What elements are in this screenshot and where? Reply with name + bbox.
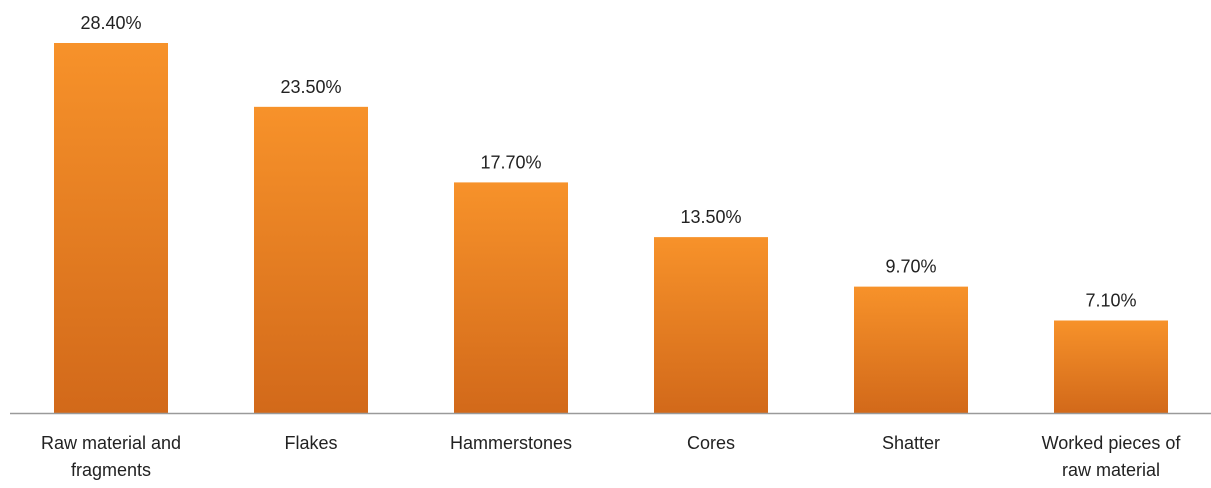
category-label-3: Cores <box>687 433 735 453</box>
data-label-5: 7.10% <box>1085 291 1136 311</box>
data-label-1: 23.50% <box>280 77 341 97</box>
category-labels-group: Raw material and fragments Flakes Hammersto… <box>41 433 1181 480</box>
category-label-4: Shatter <box>882 433 940 453</box>
category-label-0: Raw material and fragments <box>41 433 181 480</box>
category-label-1: Flakes <box>284 433 337 453</box>
data-label-2: 17.70% <box>480 152 541 172</box>
bar-5 <box>1054 320 1168 413</box>
value-labels-group: 28.40% 23.50% 17.70% 13.50% 9.70% 7.10% <box>80 13 1136 311</box>
category-label-5: Worked pieces of raw material <box>1042 433 1182 480</box>
data-label-0: 28.40% <box>80 13 141 33</box>
bar-2 <box>454 182 568 413</box>
bar-1 <box>254 106 368 414</box>
data-label-4: 9.70% <box>885 257 936 277</box>
bar-4 <box>854 286 968 413</box>
bar-0 <box>54 43 168 413</box>
category-label-2: Hammerstones <box>450 433 572 453</box>
data-label-3: 13.50% <box>680 207 741 227</box>
bar-3 <box>654 237 768 413</box>
bars-group <box>54 43 1168 414</box>
